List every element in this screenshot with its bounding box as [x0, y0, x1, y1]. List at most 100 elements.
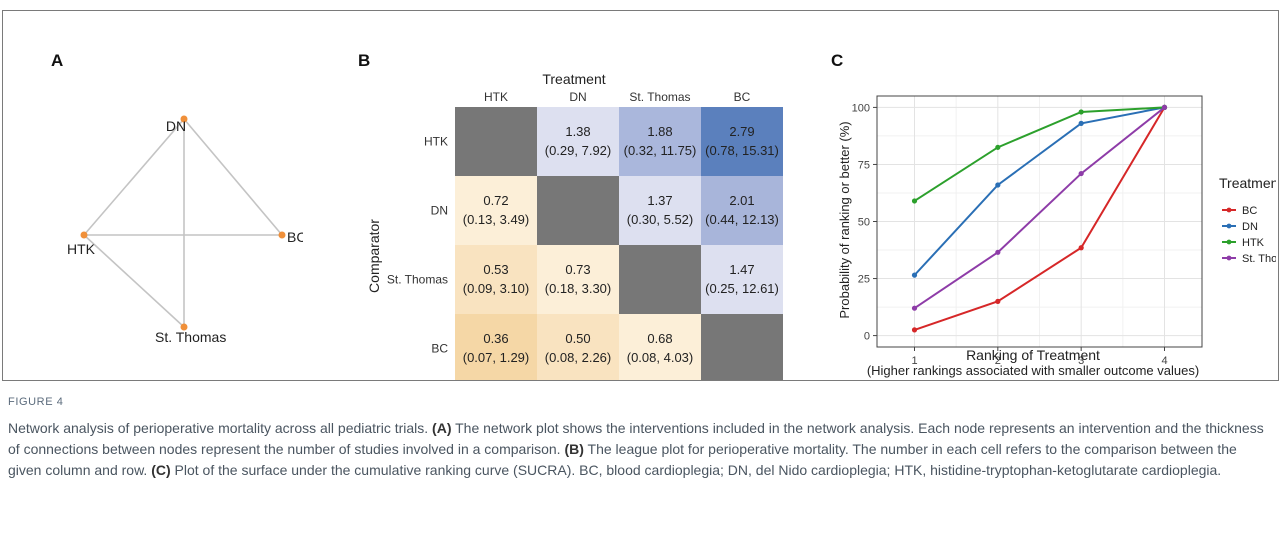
league-cell — [455, 245, 537, 314]
series-line-bc — [914, 106, 1166, 331]
league-cell — [619, 314, 701, 380]
network-node-bc — [278, 231, 286, 239]
data-point-st-thomas — [995, 249, 1001, 255]
league-cell-estimate: 1.88 — [647, 124, 672, 139]
league-cell-ci: (0.30, 5.52) — [627, 212, 694, 227]
league-cell — [537, 314, 619, 380]
league-cell — [619, 107, 701, 176]
legend-marker-st-thomas — [1226, 255, 1232, 261]
figure-label: FIGURE 4 — [8, 396, 64, 408]
league-cell — [701, 176, 783, 245]
data-point-htk — [911, 198, 918, 204]
series-line-dn — [913, 106, 1165, 276]
caption-part-3: The league plot for perioperative mortal… — [8, 441, 1237, 478]
series-line-htk — [913, 106, 1165, 202]
legend-title: Treatment — [1219, 175, 1276, 191]
league-cell-estimate: 0.50 — [565, 331, 590, 346]
data-point-st-thomas — [1078, 170, 1084, 177]
data-point-st-thomas — [911, 305, 918, 311]
league-cell-estimate: 1.37 — [647, 193, 672, 208]
data-point-bc — [1078, 245, 1084, 251]
x-axis-label: Ranking of Treatment — [966, 347, 1100, 363]
caption-text: Network analysis of perioperative mortal… — [8, 418, 1270, 481]
figure-panel: A DN HTK BC St. Thomas B Treatment Compa… — [2, 10, 1279, 381]
node-label-htk: HTK — [67, 241, 96, 257]
league-cell — [537, 107, 619, 176]
league-cell-ci: (0.32, 11.75) — [624, 143, 697, 158]
y-axis-label: Probability of ranking or better (%) — [837, 121, 852, 318]
league-cell-ci: (0.08, 2.26) — [545, 350, 612, 365]
league-cell-ci: (0.78, 15.31) — [705, 143, 779, 158]
league-row-label: DN — [431, 204, 448, 218]
network-node-dn — [180, 115, 188, 123]
league-row-label: HTK — [424, 135, 448, 149]
league-cell — [537, 176, 619, 245]
panel-label-b: B — [358, 51, 371, 70]
league-cell-estimate: 1.47 — [729, 262, 754, 277]
league-column-label: BC — [734, 90, 751, 104]
league-cell-estimate: 0.36 — [483, 331, 508, 346]
league-cell — [455, 314, 537, 380]
y-tick-label: 25 — [858, 274, 870, 286]
caption-part-4: Plot of the surface under the cumulative… — [170, 462, 1222, 478]
league-column-label: HTK — [484, 90, 508, 104]
node-label-st-thomas: St. Thomas — [155, 329, 226, 345]
data-point-htk — [995, 144, 1001, 150]
data-point-st-thomas — [1161, 104, 1168, 111]
legend-marker-bc — [1226, 207, 1232, 213]
x-axis-label-note: (Higher rankings associated with smaller… — [867, 363, 1199, 378]
league-cell-estimate: 2.79 — [729, 124, 754, 139]
node-label-bc: BC — [287, 229, 303, 245]
league-cell-estimate: 0.68 — [647, 331, 672, 346]
league-column-label: St. Thomas — [629, 90, 690, 104]
node-label-dn: DN — [166, 118, 186, 134]
data-point-bc — [995, 298, 1001, 304]
caption-part-2: The network plot shows the interventions… — [8, 420, 1264, 457]
legend-label-dn: DN — [1242, 221, 1258, 233]
network-node-st — [180, 323, 188, 331]
league-cell-ci: (0.13, 3.49) — [463, 212, 530, 227]
league-column-label: DN — [569, 90, 586, 104]
y-tick-label: 100 — [852, 102, 870, 114]
league-cell-estimate: 0.72 — [483, 193, 508, 208]
league-cell-ci: (0.08, 4.03) — [627, 350, 694, 365]
y-tick-label: 50 — [858, 217, 870, 229]
legend-marker-dn — [1226, 223, 1232, 229]
figure-caption: FIGURE 4 Network analysis of perioperati… — [8, 396, 1270, 481]
league-plot: Treatment Comparator HTK DN St. Thomas BC H… — [366, 71, 783, 380]
league-cell — [701, 245, 783, 314]
league-cell — [455, 176, 537, 245]
sucra-chart: 0 25 50 75 100 1 2 3 4 Ranking of Treatment (Hig… — [837, 95, 1276, 378]
y-tick-label: 75 — [858, 159, 870, 171]
legend-label-htk: HTK — [1242, 237, 1265, 249]
league-x-title: Treatment — [542, 71, 605, 87]
legend-label-st-thomas: St. Thomas — [1242, 253, 1276, 265]
league-cell — [619, 176, 701, 245]
x-tick-label: 3 — [1078, 355, 1084, 367]
legend-label-bc: BC — [1242, 205, 1257, 217]
legend-marker-htk — [1226, 239, 1232, 245]
network-edge-dn-bc — [183, 118, 283, 236]
league-cell-estimate: 0.53 — [483, 262, 508, 277]
league-cell — [701, 314, 783, 380]
caption-label-c: (C) — [151, 462, 171, 478]
league-cell-estimate: 0.73 — [565, 262, 590, 277]
league-row-label: BC — [431, 342, 448, 356]
league-cell-estimate: 1.38 — [565, 124, 590, 139]
data-point-bc — [911, 327, 918, 333]
network-node-htk — [80, 231, 88, 239]
series-line-st-thomas — [913, 106, 1166, 310]
network-plot: DN HTK BC St. Thomas — [67, 115, 303, 345]
data-point-dn — [995, 182, 1001, 188]
league-cell-ci: (0.09, 3.10) — [463, 281, 530, 296]
league-cell — [701, 107, 783, 176]
league-y-title: Comparator — [366, 219, 382, 293]
data-point-dn — [1078, 120, 1084, 126]
x-tick-label: 1 — [911, 355, 917, 367]
data-point-dn — [911, 272, 918, 278]
league-cell-ci: (0.25, 12.61) — [705, 281, 779, 296]
league-cell-ci: (0.44, 12.13) — [705, 212, 779, 227]
y-tick-label: 0 — [864, 331, 870, 343]
league-cell-ci: (0.29, 7.92) — [545, 143, 612, 158]
panel-label-c: C — [831, 51, 844, 70]
